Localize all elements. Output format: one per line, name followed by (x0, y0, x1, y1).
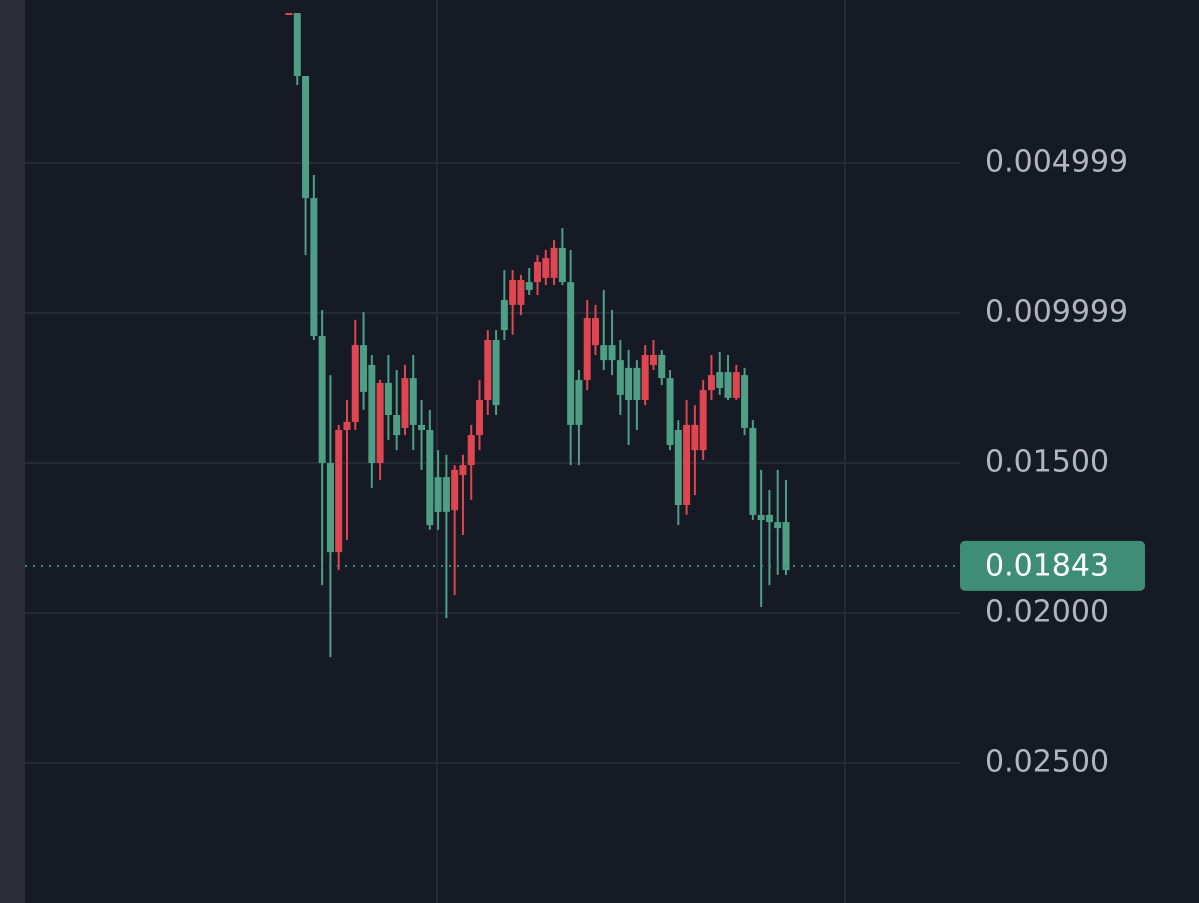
candle-body (583, 318, 591, 380)
candle-body (757, 514, 765, 520)
candle-body (600, 345, 608, 361)
candle-body (534, 262, 541, 283)
candle-body (293, 13, 301, 76)
y-tick-label: 0.009999 (985, 295, 1128, 330)
candle-body (633, 367, 641, 400)
candle-body (575, 379, 583, 425)
candle-body (666, 378, 674, 445)
candle-body (310, 198, 318, 337)
candle-body (418, 424, 426, 430)
candle-body (625, 367, 633, 400)
y-tick-label: 0.02500 (985, 745, 1109, 780)
candle-body (707, 375, 715, 391)
candle-body (467, 435, 475, 466)
candle-body (285, 13, 293, 15)
candle-body (741, 375, 749, 428)
candle-body (716, 372, 724, 388)
candle-body (302, 76, 310, 199)
candle-body (360, 345, 368, 392)
candle-body (326, 463, 334, 553)
y-tick-label: 0.01500 (985, 445, 1109, 480)
candle-body (343, 421, 351, 430)
candle-body (782, 522, 790, 571)
last-price-tag (960, 540, 1145, 591)
candle-body (335, 430, 343, 553)
candle-body (641, 355, 649, 400)
candle-body (774, 522, 782, 529)
candle-body (674, 430, 682, 505)
last-price-label: 0.01843 (985, 548, 1109, 583)
candle-body (451, 469, 459, 511)
candle-body (724, 372, 732, 398)
candle-body (608, 345, 616, 361)
candle-body (649, 355, 657, 365)
candle-body (442, 477, 450, 512)
candle-body (476, 400, 484, 436)
side-panel (0, 0, 25, 903)
candle-body (683, 424, 691, 505)
candle-body (318, 336, 326, 463)
candle-body (393, 415, 401, 436)
candle-body (409, 378, 417, 425)
price-axis: 0.004999 0.009999 0.01500 0.02000 0.02500 0.0… (960, 145, 1145, 780)
candle-body (732, 372, 740, 398)
candle-body (658, 355, 666, 379)
candle-body (401, 378, 409, 428)
candle-body (616, 360, 624, 395)
candle-body (567, 282, 575, 425)
candles (25, 13, 960, 658)
candle-body (691, 424, 699, 451)
candle-body (558, 247, 566, 283)
candle-body (517, 280, 525, 305)
candle-body (749, 427, 757, 515)
grid (25, 162, 960, 764)
candle-body (500, 300, 508, 331)
candle-body (492, 340, 500, 406)
candle-body (426, 430, 434, 526)
candle-body (765, 514, 773, 523)
candle-body (591, 318, 599, 346)
candle-body (484, 340, 492, 400)
candle-body (509, 280, 517, 305)
candle-body (459, 465, 467, 475)
candle-body (351, 345, 359, 422)
candle-body (525, 282, 533, 290)
candle-body (384, 382, 392, 415)
candle-body (368, 364, 376, 463)
candle-body (434, 477, 442, 512)
candle-body (550, 247, 558, 278)
y-tick-label: 0.004999 (985, 145, 1128, 180)
y-tick-label: 0.02000 (985, 595, 1109, 630)
candle-body (542, 258, 550, 278)
candle-body (699, 390, 707, 451)
candle-body (376, 382, 384, 463)
